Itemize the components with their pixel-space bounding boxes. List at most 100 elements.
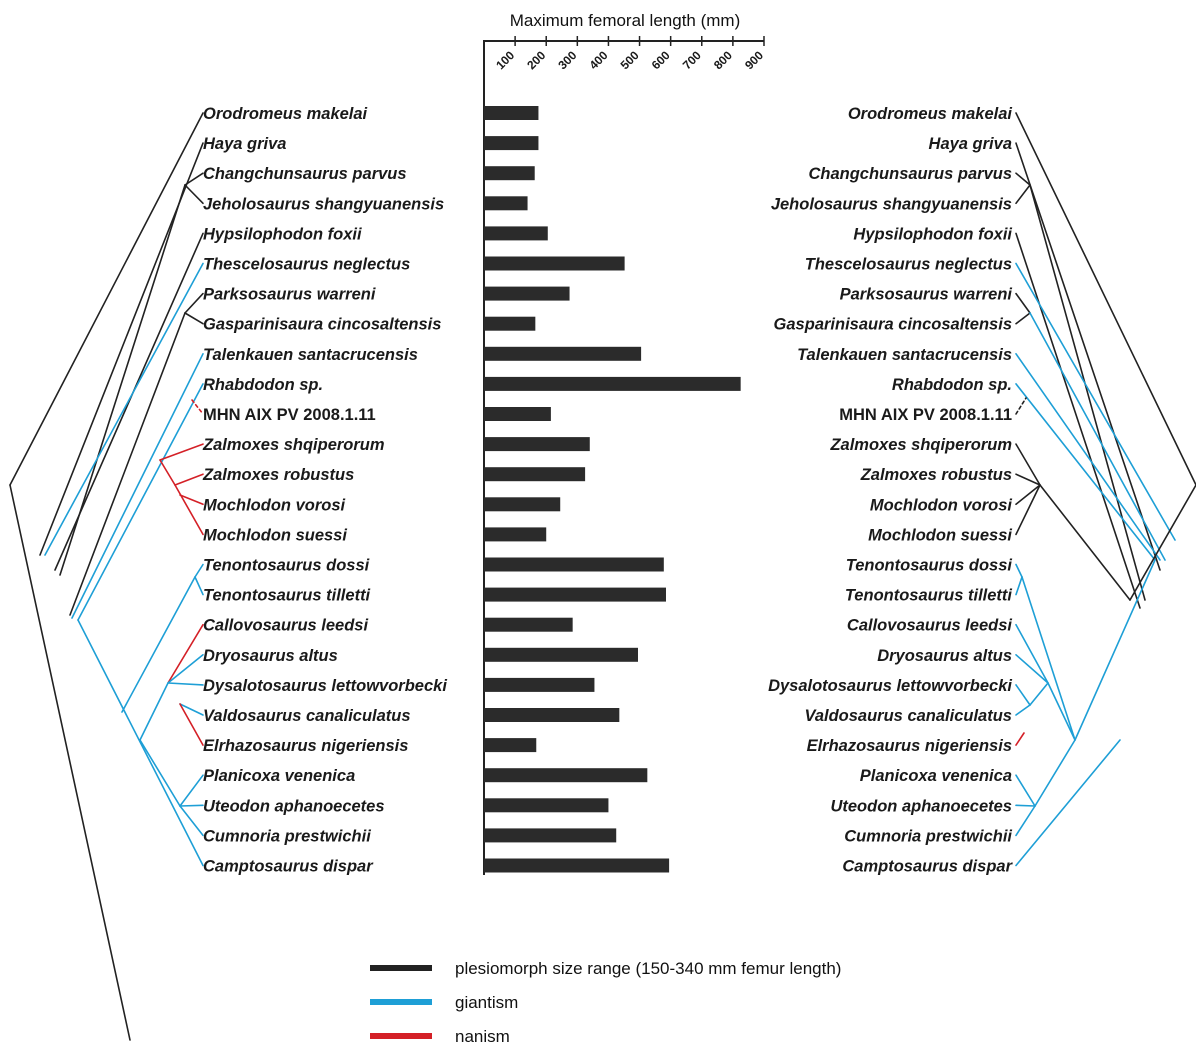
bar-rhabdodon-sp xyxy=(484,376,741,391)
bar-elrhazosaurus-nigeriensis xyxy=(484,738,537,753)
right-tree-branch-23 xyxy=(1047,682,1076,741)
right-label-rhabdodon-sp: Rhabdodon sp. xyxy=(892,376,1012,394)
right-label-thescelosaurus-neglectus: Thescelosaurus neglectus xyxy=(805,256,1012,274)
left-label-parksosaurus-warreni: Parksosaurus warreni xyxy=(203,286,376,304)
right-tree-branch-27 xyxy=(1015,732,1025,746)
right-tree-branch-10 xyxy=(1015,352,1161,561)
left-label-changchunsaurus-parvus: Changchunsaurus parvus xyxy=(203,165,407,183)
right-tree-branch-6 xyxy=(1015,262,1176,541)
left-tree-branch-30 xyxy=(179,805,204,837)
bar-dryosaurus-altus xyxy=(484,647,638,662)
left-tree-branch-21 xyxy=(121,576,196,713)
right-tree-branch-29 xyxy=(1015,804,1036,807)
left-label-mhn-aix-pv-2008-1-11: MHN AIX PV 2008.1.11 xyxy=(203,406,376,424)
left-tree-branch-18 xyxy=(179,494,204,506)
right-tree-branch-0 xyxy=(1015,112,1196,486)
chart-title: Maximum femoral length (mm) xyxy=(510,11,741,30)
left-label-dysalotosaurus-lettowvorbecki: Dysalotosaurus lettowvorbecki xyxy=(203,677,447,695)
bar-uteodon-aphanoecetes xyxy=(484,798,609,813)
right-tree-branch-2 xyxy=(1015,172,1031,186)
bar-changchunsaurus-parvus xyxy=(484,166,535,181)
right-tree-branch-22 xyxy=(1015,653,1049,684)
x-tick-label-900: 900 xyxy=(742,48,766,72)
x-tick-label-800: 800 xyxy=(711,48,735,72)
bar-thescelosaurus-neglectus xyxy=(484,256,625,271)
left-label-hypsilophodon-foxii: Hypsilophodon foxii xyxy=(203,225,362,243)
left-label-zalmoxes-shqiperorum: Zalmoxes shqiperorum xyxy=(202,436,385,454)
right-label-talenkauen-santacrucensis: Talenkauen santacrucensis xyxy=(797,346,1012,364)
right-tree-branch-5 xyxy=(1015,232,1141,609)
left-label-talenkauen-santacrucensis: Talenkauen santacrucensis xyxy=(203,346,418,364)
left-tree-branch-13 xyxy=(191,399,204,415)
left-label-haya-griva: Haya griva xyxy=(203,135,286,153)
left-tree-branch-27 xyxy=(139,682,169,741)
x-tick-label-200: 200 xyxy=(524,48,548,72)
bar-mochlodon-vorosi xyxy=(484,497,561,512)
left-tree-branch-17 xyxy=(174,484,204,536)
bar-talenkauen-santacrucensis xyxy=(484,346,642,361)
bar-gasparinisaura-cincosaltensis xyxy=(484,316,536,331)
right-tree-branch-1 xyxy=(1015,142,1161,571)
right-tree-branch-33 xyxy=(1074,559,1156,741)
right-tree-branch-28 xyxy=(1015,774,1036,807)
x-tick-label-400: 400 xyxy=(586,48,610,72)
right-tree-branch-16 xyxy=(1015,484,1041,536)
right-label-elrhazosaurus-nigeriensis: Elrhazosaurus nigeriensis xyxy=(807,737,1012,755)
left-tree-branch-22 xyxy=(167,623,204,684)
left-tree-branch-25 xyxy=(179,703,204,716)
left-label-planicoxa-venenica: Planicoxa venenica xyxy=(203,767,355,785)
right-tree-branch-31 xyxy=(1034,739,1076,807)
right-tree-branch-17 xyxy=(1039,484,1131,601)
right-label-uteodon-aphanoecetes: Uteodon aphanoecetes xyxy=(830,797,1012,815)
right-tree-branch-7 xyxy=(1015,292,1031,314)
left-label-tenontosaurus-tilletti: Tenontosaurus tilletti xyxy=(203,587,371,605)
right-tree-branch-11 xyxy=(1015,383,1156,561)
right-label-haya-griva: Haya griva xyxy=(929,135,1012,153)
left-tree-branch-28 xyxy=(179,774,204,807)
right-label-planicoxa-venenica: Planicoxa venenica xyxy=(860,767,1012,785)
left-tree-branch-19 xyxy=(194,563,204,578)
left-label-gasparinisaura-cincosaltensis: Gasparinisaura cincosaltensis xyxy=(203,316,441,334)
left-label-cumnoria-prestwichii: Cumnoria prestwichii xyxy=(203,827,371,845)
left-label-tenontosaurus-dossi: Tenontosaurus dossi xyxy=(203,557,370,575)
left-tree-branch-10 xyxy=(69,312,186,616)
left-label-orodromeus-makelai: Orodromeus makelai xyxy=(203,105,368,123)
right-tree-branch-13 xyxy=(1015,443,1041,486)
right-label-hypsilophodon-foxii: Hypsilophodon foxii xyxy=(853,225,1012,243)
femur-bar-chart: Maximum femoral length (mm) 100 200 300 400 5… xyxy=(483,11,766,875)
right-tree-branch-12 xyxy=(1015,397,1027,415)
right-tree-branch-14 xyxy=(1015,473,1041,486)
bar-callovosaurus-leedsi xyxy=(484,617,573,632)
right-tree-branch-21 xyxy=(1015,623,1049,684)
left-tree-branch-0 xyxy=(9,112,204,486)
left-tree-branch-26 xyxy=(179,703,204,746)
bar-planicoxa-venenica xyxy=(484,768,648,783)
bar-jeholosaurus-shangyuanensis xyxy=(484,196,528,211)
right-label-dryosaurus-altus: Dryosaurus altus xyxy=(877,647,1012,665)
right-label-gasparinisaura-cincosaltensis: Gasparinisaura cincosaltensis xyxy=(774,316,1012,334)
right-tree-branch-34 xyxy=(1129,484,1196,601)
bar-valdosaurus-canaliculatus xyxy=(484,708,620,722)
right-tree-branch-25 xyxy=(1015,704,1031,716)
bar-tenontosaurus-dossi xyxy=(484,557,664,572)
legend-label-nanism: nanism xyxy=(455,1027,510,1046)
left-label-uteodon-aphanoecetes: Uteodon aphanoecetes xyxy=(203,797,385,815)
legend-label-plesiomorph-size-range-150-340-mm-femur-length: plesiomorph size range (150-340 mm femur… xyxy=(455,959,841,978)
right-label-callovosaurus-leedsi: Callovosaurus leedsi xyxy=(847,617,1012,635)
right-tree-branch-9 xyxy=(1029,312,1166,561)
right-tree-branch-19 xyxy=(1015,576,1023,596)
left-label-callovosaurus-leedsi: Callovosaurus leedsi xyxy=(203,617,368,635)
right-label-dysalotosaurus-lettowvorbecki: Dysalotosaurus lettowvorbecki xyxy=(768,677,1012,695)
left-label-rhabdodon-sp: Rhabdodon sp. xyxy=(203,376,323,394)
x-tick-label-100: 100 xyxy=(493,48,517,72)
right-label-mochlodon-suessi: Mochlodon suessi xyxy=(868,526,1012,544)
right-tree-branch-15 xyxy=(1015,484,1041,506)
bar-camptosaurus-dispar xyxy=(484,858,670,873)
right-label-tenontosaurus-tilletti: Tenontosaurus tilletti xyxy=(845,587,1013,605)
left-tree-branch-11 xyxy=(71,352,204,619)
right-label-orodromeus-makelai: Orodromeus makelai xyxy=(848,105,1013,123)
taxon-labels: Orodromeus makelai Orodromeus makelai Haya… xyxy=(202,105,1014,876)
bar-mochlodon-suessi xyxy=(484,527,547,542)
bar-mhn-aix-pv-2008-1-11 xyxy=(484,407,551,421)
